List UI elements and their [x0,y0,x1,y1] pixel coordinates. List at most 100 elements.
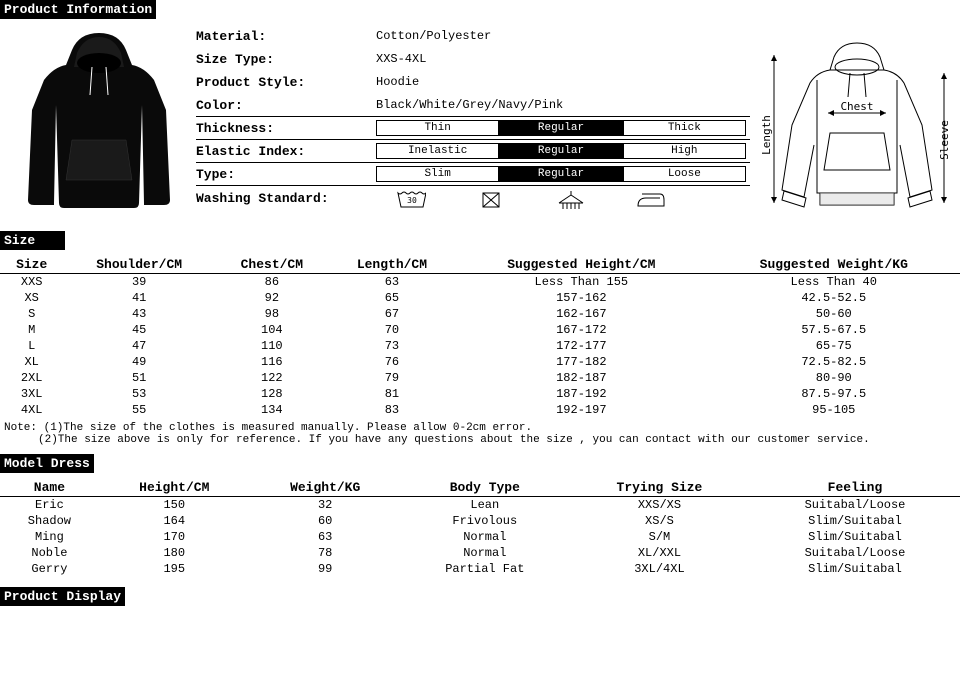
thickness-options: ThinRegularThick [376,120,746,136]
table-row: 2XL5112279182-18780-90 [0,370,960,386]
wash-temp-icon: 30 [396,190,426,210]
sleeve-label: Sleeve [938,120,951,160]
table-row: Gerry19599Partial Fat3XL/4XLSlim/Suitaba… [0,561,960,577]
option-cell: Regular [499,120,622,136]
table-cell: 3XL/4XL [569,561,750,577]
table-cell: 150 [99,497,250,514]
table-cell: 128 [215,386,329,402]
table-cell: 195 [99,561,250,577]
table-cell: 72.5-82.5 [708,354,960,370]
table-cell: 76 [329,354,455,370]
table-header: Height/CM [99,479,250,497]
info-table: Material: Cotton/Polyester Size Type: XX… [196,25,750,225]
hoodie-photo [14,25,184,215]
iron-icon [636,190,666,210]
table-header: Shoulder/CM [63,256,215,274]
table-header: Trying Size [569,479,750,497]
table-cell: 104 [215,322,329,338]
table-cell: 80-90 [708,370,960,386]
table-cell: 78 [250,545,401,561]
table-cell: 86 [215,274,329,291]
table-cell: XXS/XS [569,497,750,514]
table-cell: 182-187 [455,370,707,386]
table-cell: 83 [329,402,455,418]
table-header: Size [0,256,63,274]
table-cell: 177-182 [455,354,707,370]
section-header-display: Product Display [0,587,125,606]
material-label: Material: [196,29,376,44]
table-cell: Ming [0,529,99,545]
table-cell: 47 [63,338,215,354]
table-header: Feeling [750,479,960,497]
table-cell: 170 [99,529,250,545]
table-cell: 51 [63,370,215,386]
table-cell: 122 [215,370,329,386]
table-cell: 45 [63,322,215,338]
svg-text:30: 30 [407,196,417,205]
table-cell: Less Than 40 [708,274,960,291]
table-row: XXS398663Less Than 155Less Than 40 [0,274,960,291]
table-cell: XXS [0,274,63,291]
table-cell: Slim/Suitabal [750,529,960,545]
table-cell: XS/S [569,513,750,529]
table-cell: XL [0,354,63,370]
note-line-1: Note: (1)The size of the clothes is meas… [4,422,956,434]
option-cell: High [623,143,746,159]
table-cell: 2XL [0,370,63,386]
style-label: Product Style: [196,75,376,90]
table-cell: 63 [250,529,401,545]
table-cell: 41 [63,290,215,306]
color-value: Black/White/Grey/Navy/Pink [376,98,563,112]
table-cell: 95-105 [708,402,960,418]
size-type-value: XXS-4XL [376,52,426,66]
table-row: Ming17063NormalS/MSlim/Suitabal [0,529,960,545]
table-cell: 53 [63,386,215,402]
option-cell: Thin [376,120,499,136]
material-value: Cotton/Polyester [376,29,491,43]
table-header: Name [0,479,99,497]
table-cell: 42.5-52.5 [708,290,960,306]
table-cell: 134 [215,402,329,418]
table-row: S439867162-16750-60 [0,306,960,322]
elastic-options: InelasticRegularHigh [376,143,746,159]
table-cell: M [0,322,63,338]
option-cell: Thick [623,120,746,136]
color-label: Color: [196,98,376,113]
elastic-label: Elastic Index: [196,144,376,159]
table-cell: L [0,338,63,354]
table-cell: 3XL [0,386,63,402]
table-cell: Normal [401,545,569,561]
table-cell: 57.5-67.5 [708,322,960,338]
table-cell: 192-197 [455,402,707,418]
chest-label: Chest [840,100,873,113]
table-cell: 65 [329,290,455,306]
table-cell: 172-177 [455,338,707,354]
table-cell: 162-167 [455,306,707,322]
table-cell: Less Than 155 [455,274,707,291]
table-cell: S/M [569,529,750,545]
table-cell: 63 [329,274,455,291]
table-cell: Shadow [0,513,99,529]
table-cell: 187-192 [455,386,707,402]
type-label: Type: [196,167,376,182]
washing-icons: 30 [376,186,666,210]
table-cell: 39 [63,274,215,291]
table-cell: 110 [215,338,329,354]
section-header-size: Size [0,231,65,250]
table-cell: Suitabal/Loose [750,497,960,514]
table-row: XL4911676177-18272.5-82.5 [0,354,960,370]
style-value: Hoodie [376,75,419,89]
table-cell: 116 [215,354,329,370]
table-cell: S [0,306,63,322]
table-row: Eric15032LeanXXS/XSSuitabal/Loose [0,497,960,514]
table-cell: 79 [329,370,455,386]
table-row: L4711073172-17765-75 [0,338,960,354]
table-header: Weight/KG [250,479,401,497]
model-table: NameHeight/CMWeight/KGBody TypeTrying Si… [0,479,960,577]
table-cell: 4XL [0,402,63,418]
table-cell: 157-162 [455,290,707,306]
table-row: XS419265157-16242.5-52.5 [0,290,960,306]
table-row: 4XL5513483192-19795-105 [0,402,960,418]
type-options: SlimRegularLoose [376,166,746,182]
table-cell: Slim/Suitabal [750,561,960,577]
